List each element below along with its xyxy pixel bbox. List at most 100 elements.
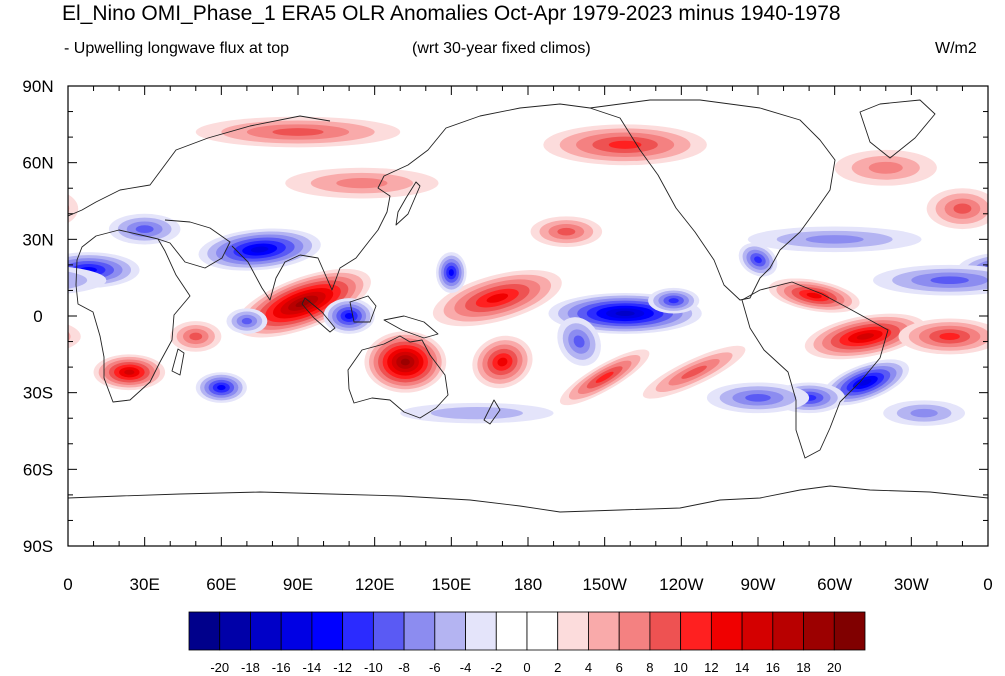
colorbar-label: -18 [241, 660, 260, 675]
colorbar-swatch [372, 611, 405, 651]
anomaly-contour [68, 204, 70, 214]
colorbar-label: -20 [210, 660, 229, 675]
colorbar-swatch [588, 611, 620, 651]
lon-tick-label: 150W [582, 575, 626, 594]
lon-tick-label: 30E [130, 575, 160, 594]
anomaly-contour [0, 326, 60, 347]
colorbar-label: -12 [333, 660, 352, 675]
anomaly-contour [25, 198, 61, 218]
colorbar-swatch [833, 611, 866, 651]
colorbar-label: -14 [303, 660, 322, 675]
colorbar-swatch [618, 611, 651, 651]
latitude-labels: 90N 60N 30N 0 30S 60S 90S [22, 77, 53, 556]
lat-tick-label: 90N [22, 77, 53, 96]
colorbar-swatch [649, 611, 682, 651]
lon-tick-label: 60W [817, 575, 852, 594]
lon-tick-label: 60E [206, 575, 236, 594]
lon-tick-label: 180 [514, 575, 542, 594]
anomaly-contour [272, 128, 324, 136]
colorbar-label: -8 [398, 660, 410, 675]
colorbar-swatch [710, 611, 743, 651]
colorbar-swatch [680, 611, 712, 651]
anomaly-contour [668, 298, 679, 304]
colorbar-label: 14 [735, 660, 749, 675]
anomaly-contour [806, 292, 822, 299]
colorbar-label: -6 [429, 660, 441, 675]
map-panel [0, 86, 1005, 546]
coastline-antarctica [68, 485, 988, 513]
anomaly-contour [754, 256, 762, 264]
anomaly-contour [448, 269, 454, 276]
colorbar-swatch [342, 611, 374, 651]
lon-tick-label: 150E [431, 575, 471, 594]
climatology-note: (wrt 30-year fixed climos) [412, 40, 591, 57]
anomaly-contour [430, 406, 523, 420]
colorbar-swatch [772, 611, 804, 651]
anomaly-contour [241, 317, 252, 325]
colorbar: -20 -18 -16 -14 -12 -10 -8 -6 -4 -2 0 2 4 6 8 10 12 14 16 1… [188, 611, 866, 675]
coastlines [68, 99, 988, 513]
colorbar-label: 10 [673, 660, 687, 675]
map-background [68, 86, 988, 546]
anomaly-contour [11, 276, 49, 284]
coastline-sumatra [301, 297, 336, 333]
anomaly-contour [595, 371, 614, 383]
colorbar-label: -10 [364, 660, 383, 675]
anomaly-contour [856, 333, 874, 340]
coastline-north-america [589, 99, 836, 301]
anomaly-contour [217, 385, 226, 391]
anomaly-contour [953, 203, 972, 214]
anomaly-contour [135, 225, 154, 233]
coastline-africa [75, 229, 191, 403]
colorbar-label: -4 [460, 660, 472, 675]
anomaly-contour [34, 204, 52, 214]
anomaly-contour [1000, 267, 1005, 273]
coastline-europe [68, 115, 331, 217]
colorbar-swatch [403, 611, 436, 651]
lat-tick-label: 0 [33, 307, 42, 326]
lon-tick-label: 30W [894, 575, 929, 594]
colorbar-label: 4 [585, 660, 592, 675]
anomaly-contour [0, 273, 68, 288]
lat-tick-label: 30N [22, 230, 53, 249]
coastline-japan [395, 181, 421, 226]
coastline-east-asia [299, 103, 591, 291]
coastline-greenland [859, 99, 936, 159]
anomaly-contour [608, 140, 642, 149]
colorbar-label: -2 [490, 660, 502, 675]
anomaly-contour [497, 357, 508, 367]
colorbar-swatch [495, 611, 528, 651]
lon-tick-label: 0 [983, 575, 992, 594]
coastline-india [231, 245, 301, 301]
colorbar-label: 20 [827, 660, 841, 675]
units-label: W/m2 [935, 40, 977, 57]
lon-tick-label: 90E [283, 575, 313, 594]
anomaly-contour [805, 235, 864, 244]
colorbar-label: 12 [704, 660, 718, 675]
colorbar-swatch [250, 611, 282, 651]
anomaly-contour [295, 299, 311, 308]
colorbar-swatch [434, 611, 466, 651]
coastline-new-guinea [383, 315, 439, 339]
anomaly-contour [859, 379, 872, 386]
variable-description: - Upwelling longwave flux at top [64, 40, 290, 57]
colorbar-swatch [188, 611, 221, 651]
lon-tick-label: 0 [63, 575, 72, 594]
colorbar-swatch [311, 611, 344, 651]
colorbar-swatch [465, 611, 497, 651]
anomaly-contour [681, 365, 707, 379]
coastline-madagascar [171, 348, 185, 376]
lon-tick-label: 90W [741, 575, 776, 594]
anomaly-contour [124, 369, 135, 375]
colorbar-label: 8 [646, 660, 653, 675]
colorbar-swatch [803, 611, 835, 651]
colorbar-swatch [557, 611, 589, 651]
colorbar-label: 16 [766, 660, 780, 675]
coastline-south-america [741, 281, 889, 459]
longitude-labels: 0 30E 60E 90E 120E 150E 180 150W 120W 90W 60W 30W 0 [63, 575, 992, 594]
anomaly-contour [9, 329, 50, 343]
anomaly-contour [68, 324, 81, 349]
coastline-borneo [349, 295, 377, 323]
anomaly-contour [557, 227, 576, 236]
colorbar-label: 0 [523, 660, 530, 675]
